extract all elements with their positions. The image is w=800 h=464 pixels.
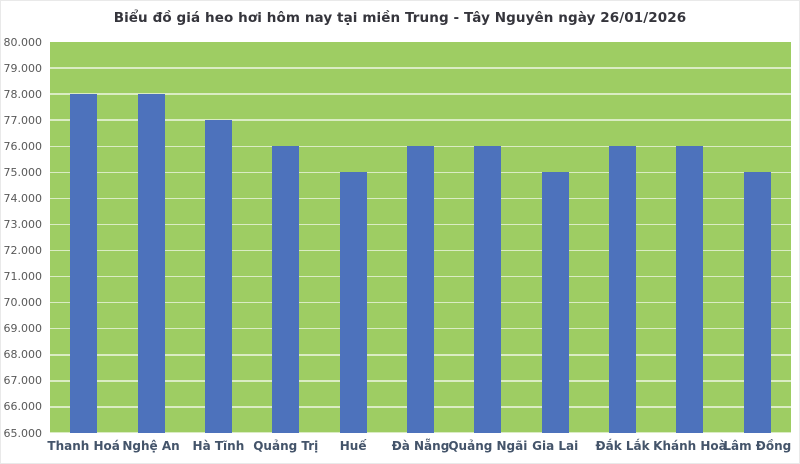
bar-quảng-ngãi — [474, 146, 502, 433]
y-axis-tick-label: 65.000 — [3, 426, 43, 440]
gridline — [50, 93, 791, 95]
x-axis-label-đắk-lắk: Đắk Lắk — [595, 439, 650, 453]
y-axis-tick-label: 72.000 — [3, 244, 43, 258]
x-axis-label-huế: Huế — [339, 439, 367, 453]
bar-huế — [339, 172, 367, 433]
y-axis-tick-label: 76.000 — [3, 139, 43, 153]
y-axis-tick-label: 68.000 — [3, 348, 43, 362]
bar-nghệ-an — [137, 94, 165, 433]
x-axis-label-gia-lai: Gia Lai — [532, 439, 579, 453]
y-axis-tick-label: 70.000 — [3, 296, 43, 310]
y-axis-tick-label: 69.000 — [3, 322, 43, 336]
y-axis-tick-label: 66.000 — [3, 400, 43, 414]
chart-title: Biểu đồ giá heo hơi hôm nay tại miền Tru… — [113, 10, 687, 26]
bar-quảng-trị — [272, 146, 300, 433]
gridline — [50, 67, 791, 69]
bar-hà-tĩnh — [204, 120, 232, 433]
bar-lâm-đồng — [743, 172, 771, 433]
gridline — [50, 119, 791, 121]
x-axis-label-quảng-trị: Quảng Trị — [253, 439, 319, 453]
bar-thanh-hoá — [70, 94, 98, 433]
x-axis-label-quảng-ngãi: Quảng Ngãi — [448, 439, 528, 453]
y-axis-tick-label: 67.000 — [3, 374, 43, 388]
bar-đắk-lắk — [609, 146, 637, 433]
gridline — [50, 432, 791, 434]
x-axis-label-hà-tĩnh: Hà Tĩnh — [192, 439, 245, 453]
plot-area — [50, 42, 791, 434]
y-axis-tick-label: 78.000 — [3, 87, 43, 101]
x-axis-label-lâm-đồng: Lâm Đồng — [723, 439, 792, 453]
y-axis-tick-label: 79.000 — [3, 61, 43, 75]
x-axis-label-thanh-hoá: Thanh Hoá — [47, 439, 120, 453]
y-axis-tick-label: 74.000 — [3, 191, 43, 205]
x-axis-label-nghệ-an: Nghệ An — [122, 439, 180, 453]
gridline — [50, 145, 791, 148]
x-axis-label-khánh-hoà: Khánh Hoà — [653, 439, 727, 453]
y-axis-tick-label: 77.000 — [3, 113, 43, 127]
y-axis-tick-label: 80.000 — [3, 35, 43, 49]
bar-gia-lai — [541, 172, 569, 433]
y-axis-tick-label: 75.000 — [3, 165, 43, 179]
bar-khánh-hoà — [676, 146, 704, 433]
y-axis-tick-label: 73.000 — [3, 217, 43, 231]
y-axis-tick-label: 71.000 — [3, 270, 43, 284]
bar-đà-nẵng — [407, 146, 434, 433]
x-axis-label-đà-nẵng: Đà Nẵng — [391, 439, 450, 453]
